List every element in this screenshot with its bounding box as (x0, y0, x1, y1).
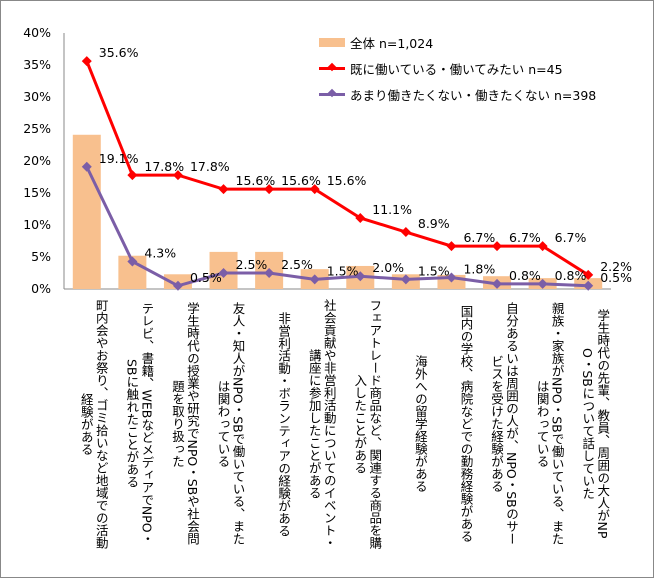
data-label-working: 15.6% (281, 173, 321, 188)
data-label-not-working: 0.8% (555, 268, 587, 283)
marker-working (583, 269, 594, 280)
data-label-not-working: 2.0% (372, 260, 404, 275)
marker-working (172, 170, 183, 181)
x-category-label: 町内会やお祭り、ゴミ拾いなど地域での活動経験がある (78, 299, 109, 549)
x-category-label: 学生時代の授業や研究でNPO・SBや社会問題を取り扱った (169, 302, 200, 546)
marker-not-working (264, 268, 275, 278)
data-label-not-working: 0.5% (600, 270, 632, 285)
data-label-working: 35.6% (99, 45, 139, 60)
legend-label: 全体 n=1,024 (350, 36, 434, 51)
data-label-not-working: 0.5% (190, 270, 222, 285)
marker-working (400, 227, 411, 238)
y-tick-label: 15% (23, 185, 51, 200)
marker-not-working (492, 278, 503, 289)
marker-working (492, 241, 503, 252)
legend-swatch-purple-line (319, 88, 345, 98)
marker-working (127, 170, 138, 181)
data-label-not-working: 1.5% (327, 263, 359, 278)
data-label-working: 8.9% (418, 216, 450, 231)
x-category-label: 社会貢献や非営利活動についてのイベント・講座に参加したことがある (306, 299, 337, 549)
data-label-not-working: 19.1% (99, 151, 139, 166)
data-label-not-working: 4.3% (144, 245, 176, 260)
x-category-label: テレビ、書籍、WEBなどメディアでNPO・SBに触れたことがある (124, 302, 155, 546)
y-tick-label: 10% (23, 217, 51, 232)
data-label-working: 11.1% (372, 202, 412, 217)
data-label-working: 6.7% (509, 230, 541, 245)
marker-not-working (218, 268, 229, 278)
marker-not-working (81, 161, 92, 172)
y-tick-label: 20% (23, 153, 51, 168)
legend-label: 既に働いている・働いてみたい n=45 (350, 62, 563, 77)
legend-swatch-red-line (319, 62, 345, 72)
data-label-working: 17.8% (190, 159, 230, 174)
line-not-working (85, 166, 589, 288)
x-category-label: 非営利活動・ボランティアの経験がある (276, 311, 292, 537)
bar-overall (72, 134, 101, 289)
y-tick-label: 25% (23, 121, 51, 136)
data-label-not-working: 1.5% (418, 263, 450, 278)
y-tick-label: 35% (23, 57, 51, 72)
legend-item-working: 既に働いている・働いてみたい n=45 (319, 59, 563, 78)
y-tick-label: 40% (23, 25, 51, 40)
y-tick-label: 5% (31, 249, 51, 264)
x-category-label: 学生時代の先輩、教員、周囲の大人がNPO・SBについて話していた (580, 309, 611, 539)
marker-working (81, 56, 92, 67)
x-category-label: 国内の学校、病院などでの勤務経験がある (458, 305, 474, 543)
data-label-not-working: 0.8% (509, 268, 541, 283)
data-label-working: 2.2% (600, 259, 632, 274)
marker-not-working (400, 274, 411, 285)
y-tick-label: 30% (23, 89, 51, 104)
marker-not-working (172, 280, 183, 291)
marker-not-working (583, 280, 594, 291)
marker-working (264, 184, 275, 195)
x-category-label: 親族・家族がNPO・SBで働いている、または関わっている (534, 302, 565, 546)
y-tick-label: 0% (31, 281, 51, 296)
marker-not-working (537, 278, 548, 289)
marker-working (309, 184, 320, 195)
x-category-label: 友人・知人がNPO・SBで働いている、または関わっている (215, 302, 246, 546)
x-category-label: 海外への留学経験がある (412, 355, 428, 493)
data-label-not-working: 1.8% (463, 261, 495, 276)
marker-not-working (446, 272, 457, 283)
data-label-working: 15.6% (327, 173, 367, 188)
data-label-working: 15.6% (236, 173, 276, 188)
legend-item-overall: 全体 n=1,024 (319, 33, 433, 52)
line-working (85, 60, 590, 277)
marker-working (218, 184, 229, 195)
marker-not-working (309, 274, 320, 285)
marker-working (355, 212, 366, 223)
data-label-working: 6.7% (555, 230, 587, 245)
marker-working (446, 241, 457, 252)
marker-not-working (127, 256, 138, 267)
x-category-label: フェアトレード商品など、関連する商品を購入したことがある (352, 299, 383, 549)
legend-item-not-working: あまり働きたくない・働きたくない n=398 (319, 85, 596, 104)
data-label-not-working: 2.5% (236, 257, 268, 272)
marker-working (537, 241, 548, 252)
marker-not-working (355, 271, 366, 282)
legend-label: あまり働きたくない・働きたくない n=398 (350, 88, 597, 103)
data-label-not-working: 2.5% (281, 257, 313, 272)
legend-swatch-bar (319, 38, 345, 47)
data-label-working: 6.7% (463, 230, 495, 245)
data-label-working: 17.8% (144, 159, 184, 174)
x-category-label: 自分あるいは周囲の人が、NPO・SBのサービスを受けた経験がある (489, 302, 520, 546)
